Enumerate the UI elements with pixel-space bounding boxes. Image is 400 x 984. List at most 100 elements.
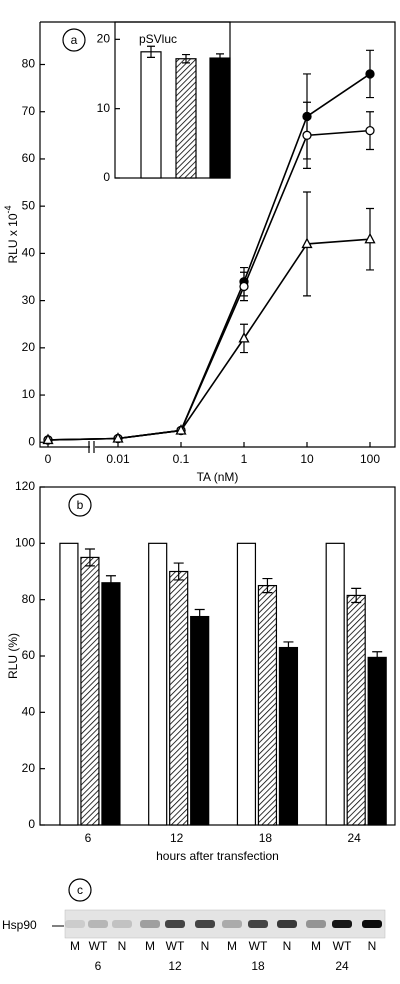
lane-label: N (368, 939, 377, 953)
band (248, 920, 268, 928)
lane-label: WT (333, 939, 352, 953)
y-axis-label: RLU x 10-4 (3, 205, 20, 263)
y-tick-label: 40 (22, 246, 36, 260)
x-tick-label: 12 (170, 831, 184, 845)
y-tick-label: 80 (22, 592, 36, 606)
group-label: 24 (335, 959, 349, 973)
error-bar (84, 548, 95, 567)
lane-label: M (311, 939, 321, 953)
y-tick-label: 80 (22, 57, 36, 71)
lane-label: WT (166, 939, 185, 953)
series-line (47, 129, 371, 441)
marker (238, 331, 250, 343)
lane-label: N (283, 939, 292, 953)
y-tick-label: 40 (22, 705, 36, 719)
bar (209, 57, 231, 179)
x-tick-label: 24 (348, 831, 362, 845)
group-label: 12 (168, 959, 182, 973)
error-bar (262, 577, 273, 594)
y-tick-label: 60 (22, 648, 36, 662)
y-tick-label: 0 (28, 817, 35, 831)
y-tick-label: 0 (103, 170, 110, 184)
y-tick-label: 20 (22, 761, 36, 775)
marker (365, 125, 375, 136)
lane-label: WT (249, 939, 268, 953)
y-tick-label: 20 (97, 32, 111, 46)
bar (59, 542, 79, 826)
band (332, 920, 352, 928)
blot-strip (64, 909, 386, 939)
band (140, 920, 160, 928)
band (277, 920, 297, 928)
bar (367, 656, 387, 826)
y-tick-label: 10 (22, 387, 36, 401)
lane-label: N (201, 939, 210, 953)
panel-label-circle (62, 28, 86, 52)
bar (278, 646, 299, 826)
band (88, 920, 108, 928)
y-tick-label: 50 (22, 198, 36, 212)
panel-label-circle (68, 878, 92, 902)
band (195, 920, 215, 928)
band (165, 920, 185, 928)
group-label: 18 (251, 959, 265, 973)
bar (140, 51, 162, 179)
y-tick-label: 10 (97, 101, 111, 115)
bar (169, 570, 189, 826)
bar (148, 542, 168, 826)
series-line (47, 73, 371, 441)
marker (365, 69, 375, 79)
y-tick-label: 100 (15, 536, 35, 550)
bar (175, 58, 197, 179)
bar (325, 542, 345, 826)
x-tick-label: 0.1 (173, 452, 190, 466)
panel-label-circle (68, 493, 92, 517)
marker (302, 130, 312, 140)
error-bar (216, 53, 224, 63)
bar (257, 584, 278, 826)
x-tick-label: 0 (45, 452, 52, 466)
error-bar (283, 641, 294, 654)
y-tick-label: 70 (22, 104, 36, 118)
error-bar (105, 575, 116, 591)
band (65, 920, 85, 928)
y-axis-label: RLU (%) (6, 633, 20, 679)
x-tick-label: 10 (300, 452, 314, 466)
row-label: Hsp90 (2, 918, 37, 932)
band (112, 920, 132, 928)
band (362, 920, 382, 928)
y-axis-label-text: RLU x 10 (6, 213, 20, 263)
y-tick-label: 120 (15, 479, 35, 493)
x-tick-label: 100 (360, 452, 380, 466)
band (306, 920, 326, 928)
y-axis-label-exponent: -4 (3, 205, 13, 213)
band (222, 920, 242, 928)
marker (301, 237, 313, 249)
x-axis-label: TA (nM) (197, 470, 239, 484)
panel-label: c (77, 883, 83, 897)
panel-label: b (77, 498, 84, 512)
x-axis-label: hours after transfection (156, 849, 279, 863)
bar (236, 542, 257, 826)
marker (112, 432, 124, 443)
error-bar (372, 651, 383, 664)
error-bar (173, 562, 184, 581)
group-label: 6 (95, 959, 102, 973)
panel-label: a (71, 33, 78, 47)
x-tick-label: 1 (241, 452, 248, 466)
inset-title: pSVluc (139, 32, 177, 46)
marker (364, 232, 376, 244)
lane-label: WT (89, 939, 108, 953)
lane-label: M (227, 939, 237, 953)
y-tick-label: 60 (22, 151, 36, 165)
bar (190, 615, 210, 826)
marker (175, 424, 187, 435)
x-tick-label: 18 (259, 831, 273, 845)
marker (239, 281, 249, 292)
bar (80, 556, 100, 826)
x-tick-label: 6 (85, 831, 92, 845)
lane-label: N (118, 939, 127, 953)
bar (346, 594, 366, 826)
marker (42, 433, 54, 445)
y-tick-label: 30 (22, 293, 36, 307)
